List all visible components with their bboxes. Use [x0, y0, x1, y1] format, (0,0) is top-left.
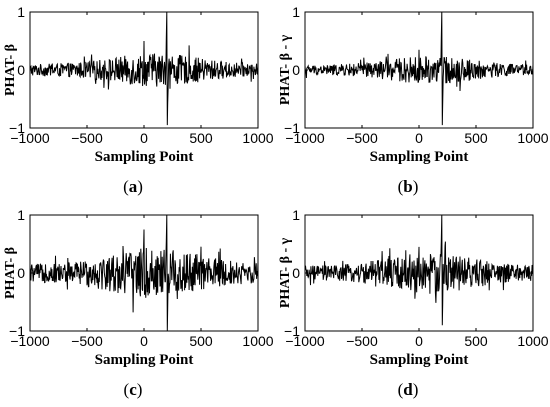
- y-tick-label: 0: [17, 265, 25, 281]
- chart-panel-a: −1000 −500 0 500 1000 −1 0 1 Sampling Point PHAT-…: [0, 0, 275, 203]
- x-tick-label: −500: [346, 333, 378, 349]
- y-tick-label: 1: [17, 207, 25, 223]
- y-tick-label: 0: [17, 62, 25, 78]
- x-tick-label: −1000: [10, 333, 50, 349]
- plot-d: −1000 −500 0 500 1000 −1 0 1 Sampling Point PHAT-…: [278, 207, 549, 368]
- x-tick-label: −1000: [285, 333, 325, 349]
- y-tick-label: 0: [292, 62, 300, 78]
- x-tick-label: 0: [415, 130, 423, 146]
- x-tick-label: 1000: [517, 130, 548, 146]
- x-tick-label: 500: [189, 333, 213, 349]
- plot-a: −1000 −500 0 500 1000 −1 0 1 Sampling Point PHAT-…: [3, 4, 274, 165]
- x-axis-label: Sampling Point: [370, 149, 469, 165]
- x-tick-label: 1000: [242, 130, 273, 146]
- x-tick-label: 500: [464, 130, 488, 146]
- caption-a: (a): [123, 177, 143, 196]
- y-tick-label: −1: [284, 120, 300, 136]
- x-tick-label: −1000: [285, 130, 325, 146]
- x-axis-label: Sampling Point: [370, 352, 469, 368]
- x-tick-label: 1000: [517, 333, 548, 349]
- y-tick-label: 0: [292, 265, 300, 281]
- x-tick-label: −1000: [10, 130, 50, 146]
- signal-trace: [304, 214, 534, 326]
- plot-b: −1000 −500 0 500 1000 −1 0 1 Sampling Point PHAT-…: [278, 4, 549, 165]
- x-tick-label: 0: [415, 333, 423, 349]
- y-tick-label: −1: [9, 323, 25, 339]
- caption-d: (d): [397, 380, 419, 399]
- x-tick-label: 500: [464, 333, 488, 349]
- y-tick-label: 1: [292, 4, 300, 20]
- chart-panel-b: −1000 −500 0 500 1000 −1 0 1 Sampling Point PHAT-…: [275, 0, 550, 203]
- x-tick-label: 500: [189, 130, 213, 146]
- x-tick-label: 0: [140, 333, 148, 349]
- y-tick-label: 1: [292, 207, 300, 223]
- y-axis-label: PHAT- β: [3, 247, 18, 299]
- x-tick-label: −500: [346, 130, 378, 146]
- x-tick-label: 1000: [242, 333, 273, 349]
- x-axis-label: Sampling Point: [95, 352, 194, 368]
- signal-trace: [29, 214, 259, 332]
- caption-c: (c): [123, 380, 143, 399]
- caption-b: (b): [397, 177, 419, 196]
- y-axis-label: PHAT- β - γ: [278, 237, 293, 308]
- chart-panel-c: −1000 −500 0 500 1000 −1 0 1 Sampling Point PHAT-…: [0, 203, 275, 406]
- chart-panel-d: −1000 −500 0 500 1000 −1 0 1 Sampling Point PHAT-…: [275, 203, 550, 406]
- x-tick-label: −500: [71, 333, 103, 349]
- x-axis-label: Sampling Point: [95, 149, 194, 165]
- y-axis-label: PHAT- β - γ: [278, 34, 293, 105]
- y-tick-label: 1: [17, 4, 25, 20]
- y-axis-label: PHAT- β: [3, 44, 18, 96]
- x-tick-label: −500: [71, 130, 103, 146]
- x-tick-label: 0: [140, 130, 148, 146]
- signal-trace: [304, 11, 534, 126]
- y-tick-label: −1: [9, 120, 25, 136]
- plot-c: −1000 −500 0 500 1000 −1 0 1 Sampling Point PHAT-…: [3, 207, 274, 368]
- signal-trace: [29, 11, 259, 126]
- y-tick-label: −1: [284, 323, 300, 339]
